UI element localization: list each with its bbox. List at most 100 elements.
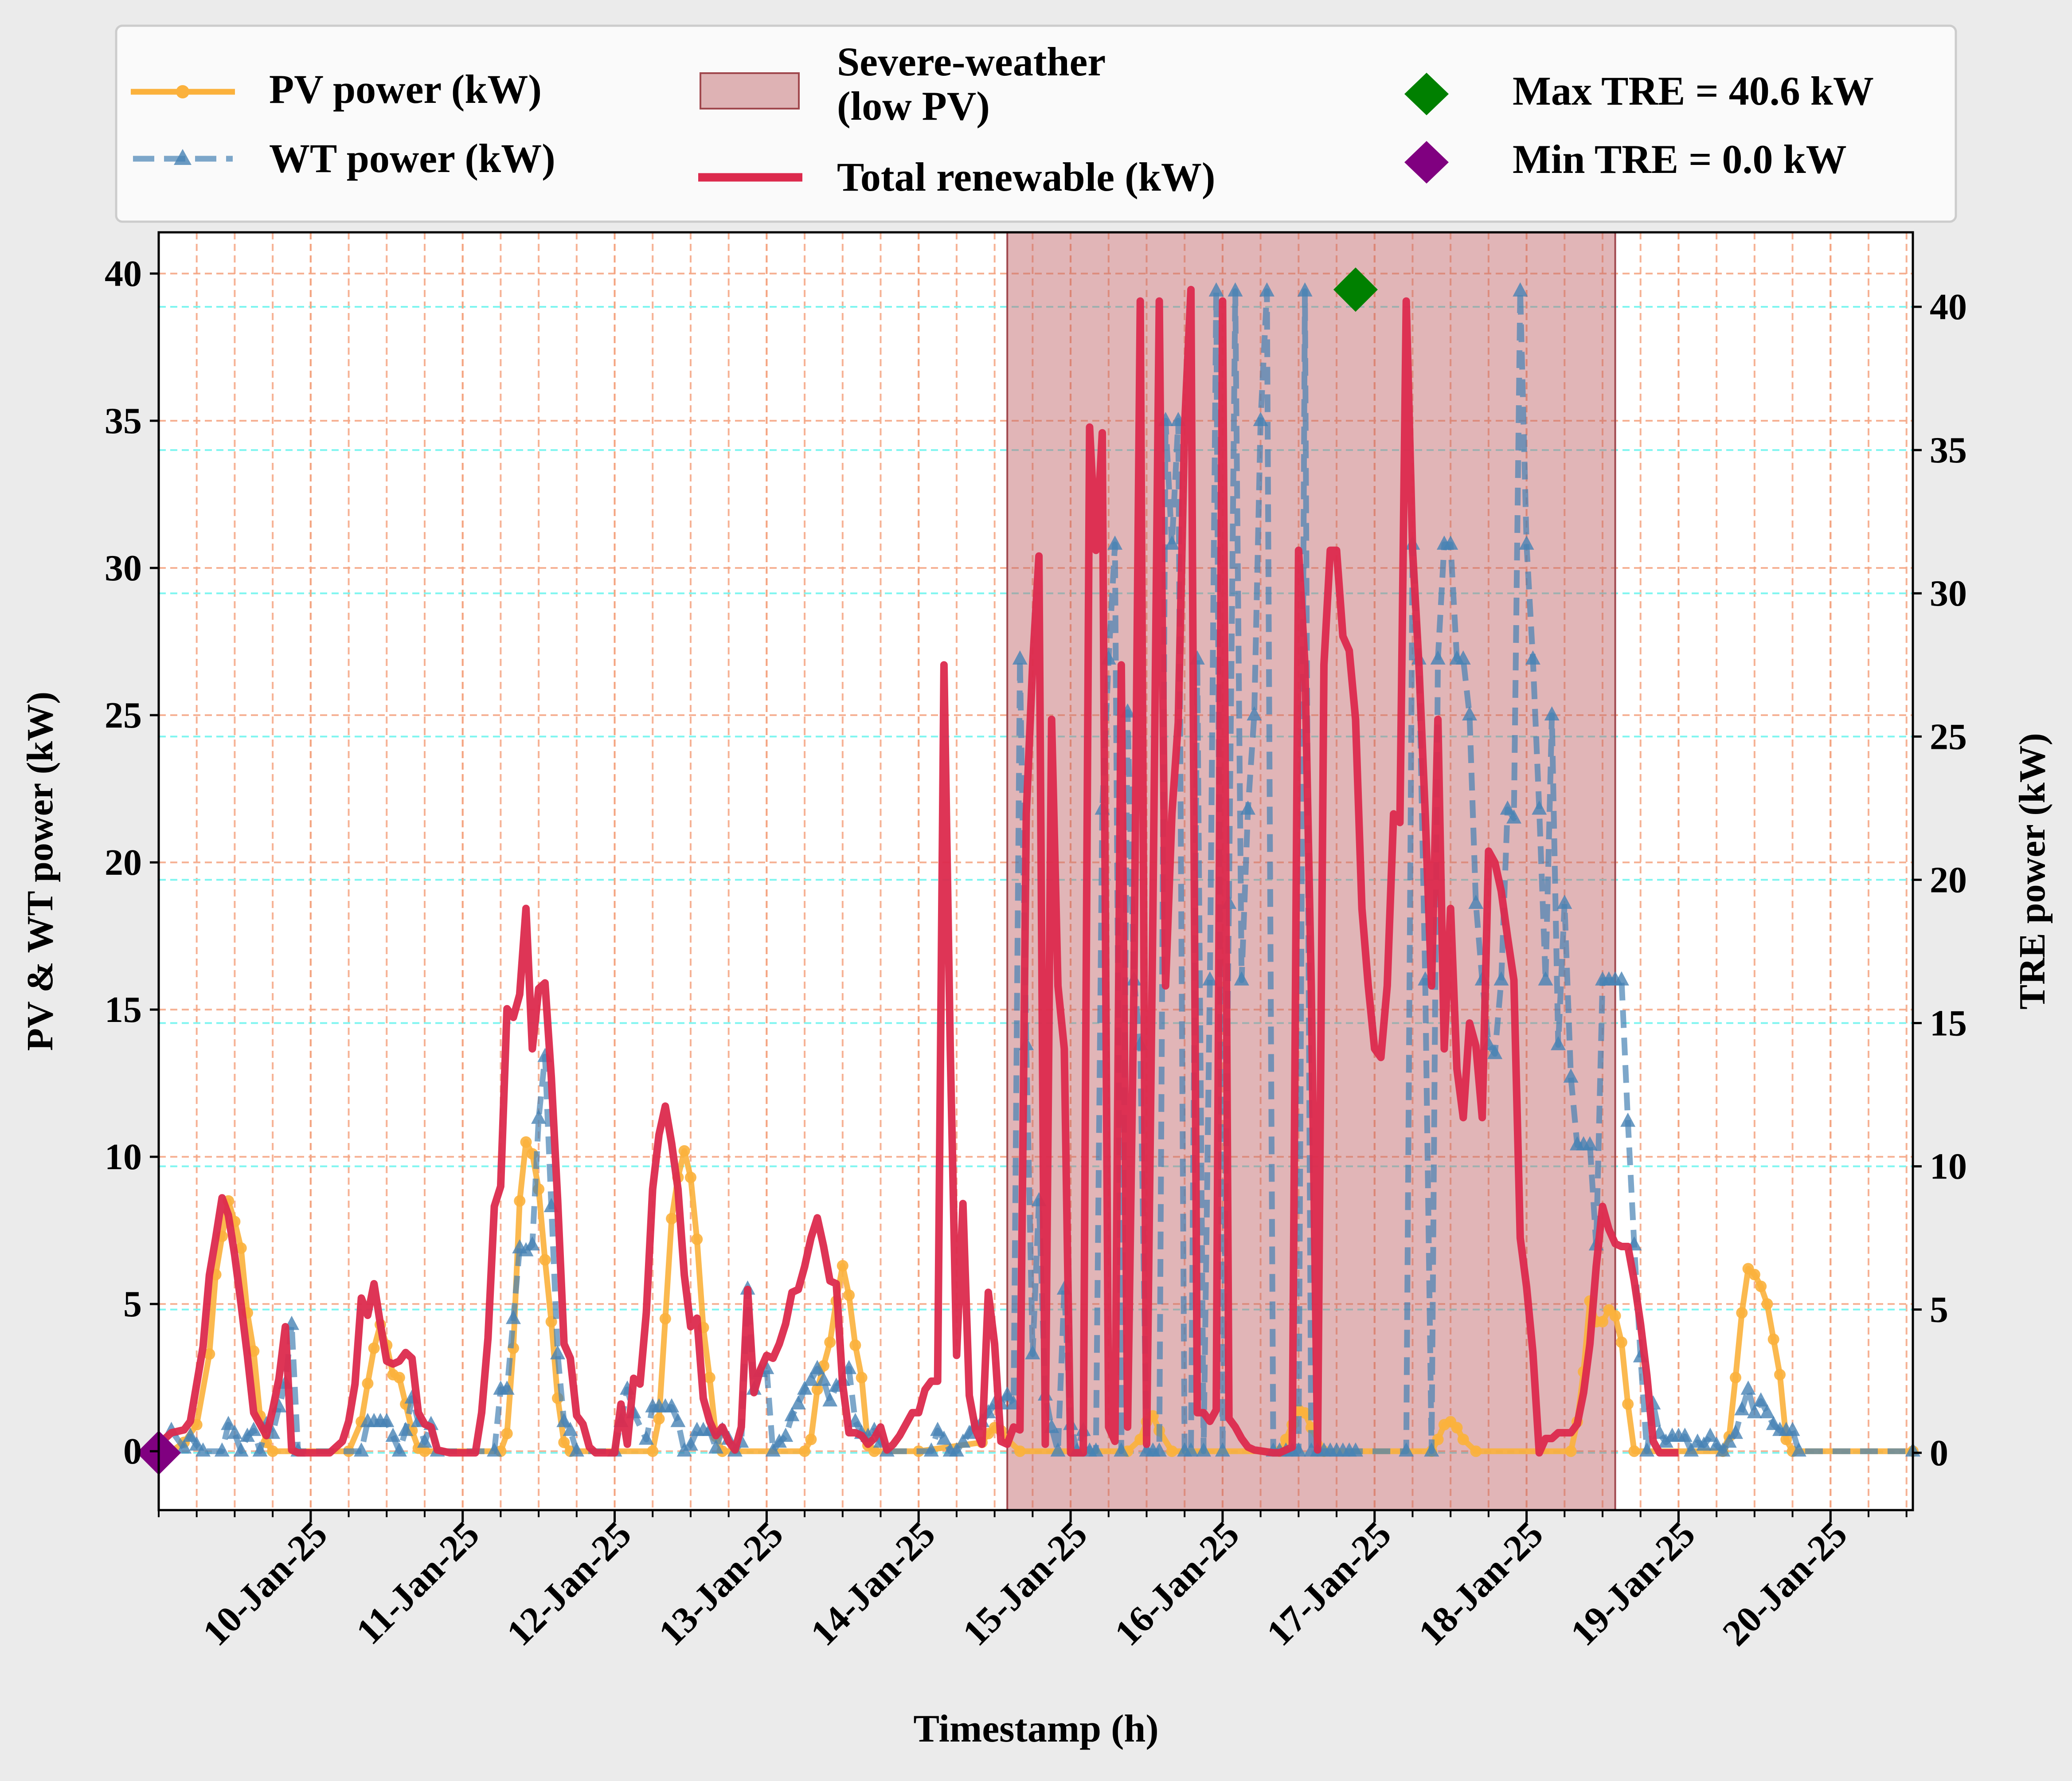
y-left-tick-label: 20 <box>105 842 142 883</box>
pv-power-point <box>659 1313 671 1325</box>
pv-power-point <box>1780 1433 1792 1445</box>
pv-power-point <box>1748 1268 1760 1280</box>
wt-power-point <box>1551 1036 1566 1050</box>
wt-power-point <box>550 1345 565 1360</box>
legend-box <box>115 24 1957 223</box>
plot-frame <box>157 231 1914 1511</box>
wt-power-point <box>1107 535 1123 550</box>
pv-power-point <box>691 1233 703 1245</box>
wt-power-point <box>505 1310 521 1324</box>
pv-power-point <box>1299 1407 1311 1419</box>
wt-power-point <box>1639 1442 1655 1457</box>
wt-power-point <box>1399 1442 1414 1457</box>
wt-power-point <box>1715 1442 1731 1457</box>
wt-power-point <box>1620 1112 1636 1127</box>
pv-power-point <box>501 1428 513 1440</box>
y-left-tick-label: 40 <box>105 253 142 294</box>
wt-power-point <box>1208 282 1224 297</box>
wt-power-point <box>1468 895 1484 909</box>
wt-power-point <box>1240 800 1256 815</box>
pv-power-point <box>514 1195 526 1207</box>
pv-power-point <box>558 1437 570 1448</box>
y-left-tick-label: 10 <box>105 1136 142 1178</box>
y-left-tick-label: 35 <box>105 400 142 442</box>
wt-power-point <box>524 1236 540 1251</box>
wt-power-point <box>183 1427 198 1442</box>
legend-pv-label: PV power (kW) <box>269 67 542 112</box>
pv-power-point <box>393 1372 405 1384</box>
wt-power-point <box>1196 1442 1212 1457</box>
pv-power-point <box>684 1171 696 1183</box>
wt-power-point <box>683 1436 698 1451</box>
total-renewable-line <box>155 286 1679 1457</box>
y-right-tick-label: 5 <box>1930 1289 1948 1331</box>
wt-power-point <box>1563 1068 1579 1083</box>
max-tre-marker <box>1333 267 1378 312</box>
pv-power-point <box>824 1336 836 1348</box>
pv-power-point <box>1767 1333 1779 1345</box>
wt-power-point <box>531 1109 547 1124</box>
pv-power-point <box>1755 1280 1767 1292</box>
pv-power-point <box>868 1445 880 1457</box>
y-left-tick-label: 0 <box>123 1431 142 1472</box>
pv-power-point <box>837 1260 848 1272</box>
legend-min-label: Min TRE = 0.0 kW <box>1513 137 1847 182</box>
wt-power-point <box>1462 706 1478 721</box>
y-right-tick-label: 15 <box>1930 1002 1967 1044</box>
wt-power-point <box>1228 282 1243 297</box>
wt-power-point <box>638 1430 654 1445</box>
wt-power-point <box>1506 809 1522 824</box>
wt-power-point <box>955 1433 971 1448</box>
wt-power-point <box>1297 282 1313 297</box>
wt-power-point <box>1455 650 1471 665</box>
wt-power-point <box>1557 895 1572 909</box>
pv-power-point <box>1166 1445 1178 1457</box>
y-right-tick-label: 40 <box>1930 286 1967 328</box>
wt-power-point <box>227 1425 242 1439</box>
pv-power-point <box>856 1372 868 1384</box>
wt-power-point <box>214 1442 230 1457</box>
legend-max: Max TRE = 40.6 kW <box>1404 68 1874 115</box>
wt-power-point <box>784 1407 800 1421</box>
wt-power-point <box>354 1442 369 1457</box>
wt-power-point <box>765 1442 781 1457</box>
pv-power-point <box>1730 1372 1742 1384</box>
pv-power-point <box>235 1242 247 1254</box>
wt-power-point <box>778 1427 794 1442</box>
y-right-tick-label: 35 <box>1930 430 1967 471</box>
y-right-tick-label: 20 <box>1930 859 1967 900</box>
pv-power-point <box>418 1445 430 1457</box>
y-left-tick-label: 5 <box>123 1284 142 1325</box>
pv-power-point <box>1432 1433 1444 1445</box>
y-right-tick-label: 30 <box>1930 573 1967 614</box>
x-axis-label: Timestamp (h) <box>913 1707 1158 1750</box>
wt-power-point <box>1234 971 1249 986</box>
y-axis-right-label: TRE power (kW) <box>2012 733 2053 1010</box>
pv-power-point <box>539 1254 551 1266</box>
wt-power-point <box>1677 1427 1693 1442</box>
wt-power-point <box>1114 1442 1129 1457</box>
wt-power-point <box>1753 1392 1769 1407</box>
wt-power-point <box>1215 1442 1230 1457</box>
pv-power-point <box>1736 1307 1748 1319</box>
wt-power-point <box>1785 1421 1800 1436</box>
wt-power-point <box>195 1442 211 1457</box>
wt-power-point <box>1525 650 1540 665</box>
pv-power-point <box>647 1445 659 1457</box>
wt-power-point <box>809 1360 825 1374</box>
pv-power-point <box>1014 1445 1026 1457</box>
wt-power-point <box>1500 800 1515 815</box>
wt-power-point <box>962 1425 977 1439</box>
wt-power-point <box>499 1380 515 1395</box>
wt-power-point <box>246 1421 262 1436</box>
y-left-tick-label: 25 <box>105 695 142 736</box>
wt-power-point <box>1000 1386 1015 1401</box>
legend-severe-label-line2: (low PV) <box>837 83 990 129</box>
pv-power-point <box>1565 1445 1577 1457</box>
wt-power-point <box>790 1395 806 1409</box>
wt-power-point <box>1424 1442 1439 1457</box>
wt-power-point <box>1012 650 1028 665</box>
wt-power-point <box>1430 650 1446 665</box>
wt-power-point <box>1532 800 1547 815</box>
pv-power-point <box>1628 1445 1640 1457</box>
